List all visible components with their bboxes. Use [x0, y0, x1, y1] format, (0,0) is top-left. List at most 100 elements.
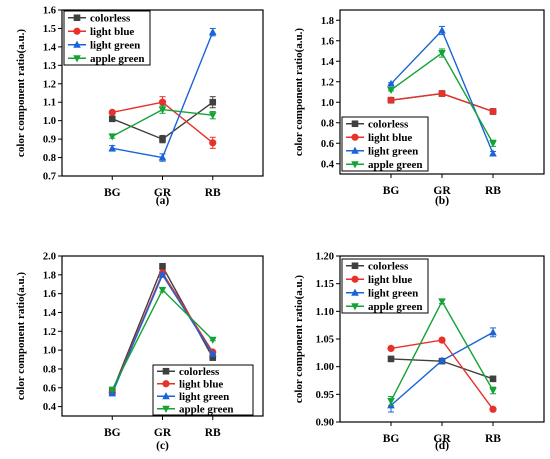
y-tick-label: 0.4 [43, 402, 57, 413]
y-axis-title: color component ratio(a.u.) [293, 275, 305, 403]
y-tick-label: 1.4 [43, 308, 57, 319]
y-tick-label: 1.2 [321, 77, 334, 88]
data-point [209, 139, 217, 147]
series-apple-green [108, 286, 217, 394]
panel-c: 0.4 0.6 0.8 1.0 1.2 1.4 1.6 1.8 2.0 BG GR RB color c… [15, 252, 264, 452]
data-point [489, 387, 497, 395]
legend-box [152, 364, 254, 416]
data-point [438, 356, 446, 364]
data-point [438, 50, 446, 58]
legend-marker [73, 40, 81, 48]
y-tick-label: 0.8 [321, 118, 334, 129]
y-tick-label: 0.8 [43, 153, 56, 164]
y-axis-title: color component ratio(a.u.) [15, 29, 27, 157]
y-tick-label: 1.2 [43, 79, 56, 90]
y-tick-label: 1.05 [316, 335, 334, 346]
x-tick-label: RB [485, 433, 501, 445]
legend-marker [351, 288, 359, 296]
panel-d: 0.90 0.95 1.00 1.05 1.10 1.15 1.20 BG GR RB color … [293, 252, 545, 452]
legend-label: colorless [179, 366, 220, 378]
data-point [158, 286, 167, 294]
legend-label: light green [90, 40, 140, 52]
legend-label: apple green [368, 159, 423, 171]
data-point [209, 98, 217, 106]
legend-marker [351, 133, 359, 141]
data-point [387, 86, 395, 95]
data-point [489, 405, 497, 413]
y-tick-label: 1.6 [43, 289, 56, 300]
y-tick-label: 0.8 [43, 364, 56, 375]
x-tick-label: RB [485, 185, 501, 197]
data-point [208, 112, 217, 120]
x-tick-label: BG [104, 187, 121, 199]
data-point [208, 349, 217, 357]
data-point [208, 28, 217, 36]
data-point [108, 133, 117, 141]
x-tick-label: BG [383, 185, 400, 197]
data-point [387, 96, 395, 104]
y-tick-label: 1.3 [43, 61, 56, 72]
legend-label: light green [179, 391, 229, 403]
data-point [489, 140, 497, 148]
legend-marker [351, 262, 359, 270]
legend-label: light blue [179, 379, 223, 391]
x-tick-label: RB [205, 187, 221, 199]
y-tick-label: 0.6 [43, 383, 56, 394]
y-tick-label: 0.95 [316, 390, 334, 401]
data-point [387, 355, 395, 363]
series-apple-green [387, 48, 497, 148]
data-point [387, 344, 395, 353]
panel-label: (b) [435, 195, 449, 207]
y-tick-label: 1.0 [43, 116, 56, 127]
series-apple-green [387, 298, 497, 406]
legend-marker [351, 275, 359, 283]
y-tick-label: 1.2 [43, 327, 56, 338]
series-light-blue [108, 96, 217, 149]
x-tick-label: BG [104, 427, 121, 439]
legend-label: light green [368, 146, 418, 158]
y-tick-label: 1.8 [321, 16, 334, 27]
legend-label: apple green [90, 53, 145, 65]
y-tick-label: 1.0 [43, 346, 56, 357]
panel-b: 0.4 0.6 0.8 1.0 1.2 1.4 1.6 1.8 BG GR RB color comp… [293, 9, 545, 207]
series-line [390, 339, 494, 410]
data-point [158, 270, 167, 278]
y-axis-title: color component ratio(a.u.) [15, 272, 27, 400]
data-point [387, 79, 395, 87]
y-tick-label: 0.9 [43, 135, 56, 146]
y-tick-label: 1.8 [43, 270, 56, 281]
panel-label: (d) [435, 440, 449, 452]
x-tick-label: GR [433, 433, 451, 445]
x-tick-label: RB [205, 427, 221, 439]
data-point [208, 336, 217, 344]
series-light-blue [387, 336, 497, 413]
y-tick-label: 1.20 [316, 252, 334, 263]
data-point [158, 98, 167, 106]
legend-marker [351, 161, 359, 169]
y-axis-title: color component ratio(a.u.) [293, 28, 305, 156]
series-apple-green [108, 105, 217, 141]
data-point [108, 386, 117, 394]
data-point [438, 298, 446, 306]
legend-label: colorless [368, 261, 409, 273]
data-point [158, 153, 167, 161]
data-point [438, 26, 446, 34]
legend-label: colorless [90, 13, 131, 25]
x-tick-label: BG [383, 433, 400, 445]
data-point [159, 263, 166, 270]
y-tick-label: 1.6 [321, 36, 334, 47]
y-tick-label: 1.00 [316, 362, 334, 373]
panel-label: (c) [156, 440, 169, 452]
legend-label: light green [368, 288, 418, 300]
y-tick-label: 1.0 [321, 98, 334, 109]
series-light-blue [387, 89, 497, 116]
x-tick-label: GR [433, 185, 451, 197]
y-tick-label: 0.6 [321, 139, 334, 150]
y-tick-label: 0.7 [43, 172, 56, 183]
legend-marker [162, 392, 170, 400]
panel-label: (a) [156, 195, 170, 207]
y-tick-label: 1.4 [43, 42, 57, 53]
